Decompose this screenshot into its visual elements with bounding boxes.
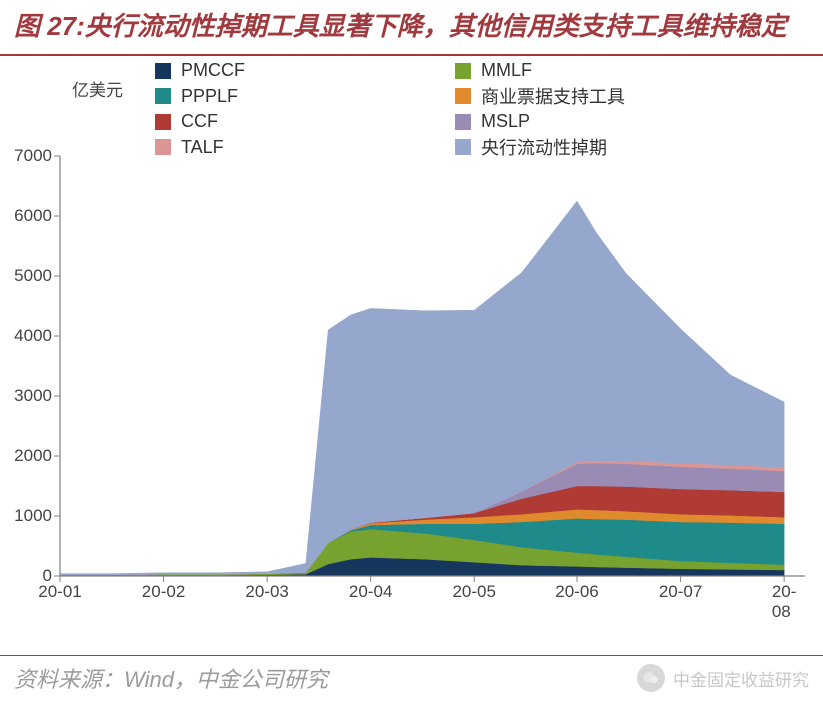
- legend-swatch: [155, 139, 171, 155]
- y-tick-label: 4000: [14, 326, 60, 346]
- legend-label: MMLF: [481, 60, 532, 81]
- x-tick-label: 20-07: [659, 576, 702, 602]
- legend-item: 商业票据支持工具: [455, 83, 755, 109]
- y-tick-label: 1000: [14, 506, 60, 526]
- legend-item: MMLF: [455, 60, 755, 81]
- y-axis-unit: 亿美元: [72, 76, 123, 101]
- legend-label: 商业票据支持工具: [481, 83, 625, 109]
- legend-swatch: [455, 114, 471, 130]
- legend-swatch: [155, 63, 171, 79]
- legend-label: MSLP: [481, 111, 530, 132]
- x-tick-label: 20-01: [38, 576, 81, 602]
- legend-swatch: [455, 139, 471, 155]
- plot-region: 0100020003000400050006000700020-0120-022…: [60, 156, 805, 576]
- legend-item: PMCCF: [155, 60, 455, 81]
- y-tick-label: 3000: [14, 386, 60, 406]
- y-tick-label: 6000: [14, 206, 60, 226]
- legend-swatch: [455, 88, 471, 104]
- legend-item: MSLP: [455, 111, 755, 132]
- y-tick-label: 2000: [14, 446, 60, 466]
- legend-label: CCF: [181, 111, 218, 132]
- y-tick-label: 7000: [14, 146, 60, 166]
- legend-swatch: [155, 114, 171, 130]
- legend-label: TALF: [181, 137, 224, 158]
- chart-area: 亿美元 PMCCFMMLFPPPLF商业票据支持工具CCFMSLPTALF央行流…: [0, 56, 823, 606]
- area-chart-svg: [60, 156, 805, 576]
- legend-item: PPPLF: [155, 83, 455, 109]
- legend-label: PMCCF: [181, 60, 245, 81]
- x-tick-label: 20-08: [772, 576, 797, 622]
- footer: 资料来源：Wind，中金公司研究 中金固定收益研究: [0, 655, 823, 704]
- x-tick-label: 20-03: [245, 576, 288, 602]
- legend-swatch: [455, 63, 471, 79]
- x-tick-label: 20-04: [349, 576, 392, 602]
- x-tick-label: 20-06: [555, 576, 598, 602]
- chart-title: 图 27:央行流动性掉期工具显著下降，其他信用类支持工具维持稳定: [0, 0, 823, 56]
- legend-swatch: [155, 88, 171, 104]
- legend-item: CCF: [155, 111, 455, 132]
- wechat-icon: [637, 664, 665, 692]
- x-tick-label: 20-02: [142, 576, 185, 602]
- legend: PMCCFMMLFPPPLF商业票据支持工具CCFMSLPTALF央行流动性掉期: [155, 60, 795, 162]
- watermark: 中金固定收益研究: [637, 664, 809, 692]
- x-tick-label: 20-05: [452, 576, 495, 602]
- legend-label: PPPLF: [181, 86, 238, 107]
- watermark-text: 中金固定收益研究: [673, 666, 809, 691]
- y-tick-label: 5000: [14, 266, 60, 286]
- source-text: 资料来源：Wind，中金公司研究: [14, 662, 328, 694]
